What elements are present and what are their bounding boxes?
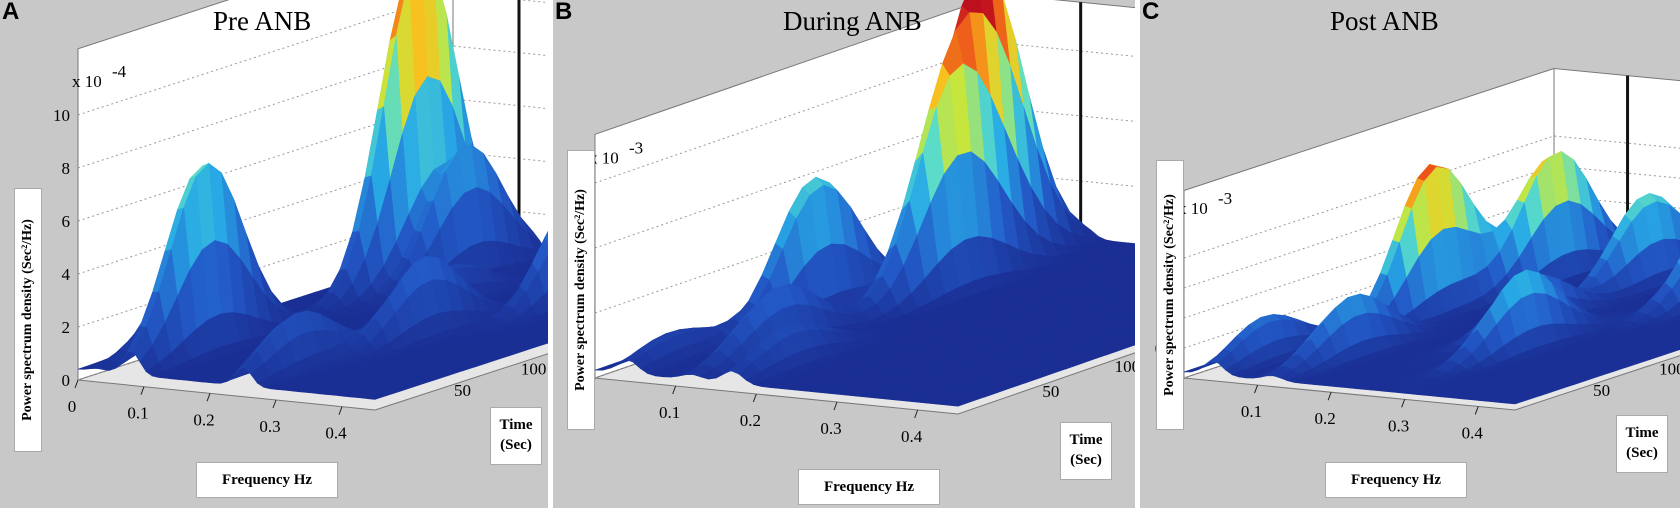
surface-plot-c: 00.10.20.30.400.511.5250100150200250x 10… (1155, 67, 1680, 442)
grid-line-z (77, 0, 548, 116)
surface-cell (950, 400, 972, 407)
x-tick-label: 0.1 (127, 404, 148, 423)
y-tick-label: 0 (62, 371, 71, 390)
x-tick-label: 0.2 (740, 411, 761, 430)
x-tick-label: 0.3 (259, 417, 280, 436)
x-tick-mark (1327, 392, 1332, 401)
surface-mesh (1183, 150, 1680, 405)
chart-panel-b: 00.10.20.30.405101550100150200250x 10-3 … (553, 0, 1135, 508)
chart-title-b: During ANB (783, 6, 922, 36)
x-tick-label: 0.4 (325, 424, 347, 443)
panel-label-a: A (2, 0, 20, 25)
chart-title-a: Pre ANB (213, 6, 312, 36)
chart-panel-a: 00.10.20.30.4024681050100150200250x 10-4… (0, 0, 548, 508)
z-multiplier-exponent: -4 (112, 62, 127, 81)
x-tick-mark (1254, 384, 1259, 394)
y-tick-label: 4 (62, 265, 71, 284)
surface-plot-b: 00.10.20.30.405101550100150200250x 10-3 (570, 0, 1135, 446)
z-multiplier-exponent: -3 (1218, 189, 1232, 208)
chart-panel-c: 00.10.20.30.400.511.5250100150200250x 10… (1140, 0, 1680, 508)
grid-line-z (77, 45, 548, 169)
x-tick-label: 0.1 (659, 403, 680, 422)
y-tick-label: 8 (62, 159, 71, 178)
t-tick-label: 100 (1115, 357, 1135, 376)
y-axis-label-a: Power spectrum density (Sec²/Hz) (14, 188, 42, 452)
z-multiplier-label: x 10 (1178, 199, 1208, 218)
x-axis-label-a: Frequency Hz (196, 462, 338, 498)
y-tick-label: 10 (53, 106, 70, 125)
time-axis-label-b: Time (Sec) (1060, 422, 1112, 480)
x-axis-label-b: Frequency Hz (798, 469, 940, 505)
surface-mesh (594, 0, 1135, 407)
time-axis-label-a: Time (Sec) (490, 407, 542, 465)
surface-plot-a: 00.10.20.30.4024681050100150200250x 10-4 (53, 0, 548, 443)
x-tick-mark (338, 406, 343, 415)
x-tick-label: 0 (68, 397, 77, 416)
z-multiplier-label: x 10 (72, 72, 102, 91)
t-tick-label: 100 (521, 359, 547, 378)
time-axis-label-c: Time (Sec) (1616, 415, 1668, 473)
surface-cell (544, 230, 548, 245)
x-tick-label: 0.3 (820, 419, 841, 438)
t-tick-label: 100 (1659, 359, 1680, 378)
surface-cell (1508, 398, 1528, 405)
surface-cell (368, 394, 388, 400)
t-tick-label: 50 (1593, 381, 1610, 400)
surface-cell (1677, 257, 1680, 267)
x-tick-mark (206, 393, 211, 402)
x-tick-mark (74, 379, 79, 389)
chart-title-c: Post ANB (1330, 6, 1439, 36)
x-axis-label-c: Frequency Hz (1325, 462, 1467, 498)
z-multiplier-label: x 10 (589, 149, 619, 168)
x-tick-label: 0.1 (1241, 402, 1262, 421)
y-axis-label-b: Power spectrum density (Sec²/Hz) (567, 150, 595, 430)
z-multiplier-exponent: -3 (629, 139, 643, 158)
x-tick-mark (752, 393, 757, 403)
x-tick-mark (1401, 399, 1406, 408)
y-axis-label-c: Power spectrum density (Sec²/Hz) (1156, 160, 1184, 430)
panel-label-b: B (555, 0, 573, 25)
x-tick-label: 0.4 (1462, 423, 1484, 442)
panel-label-c: C (1142, 0, 1160, 25)
x-tick-mark (272, 399, 277, 409)
surface-cell (544, 289, 548, 305)
t-tick-label: 50 (454, 381, 471, 400)
x-tick-label: 0.3 (1388, 416, 1409, 435)
x-tick-mark (914, 409, 919, 419)
surface-mesh (77, 0, 548, 400)
t-tick-label: 50 (1042, 382, 1059, 401)
x-tick-mark (833, 401, 838, 411)
y-tick-label: 6 (62, 212, 71, 231)
x-tick-mark (1474, 406, 1479, 415)
x-tick-mark (140, 386, 145, 395)
x-tick-label: 0.2 (193, 410, 214, 429)
x-tick-mark (672, 385, 677, 395)
x-tick-label: 0.4 (901, 427, 923, 446)
x-tick-label: 0.2 (1314, 409, 1335, 428)
y-tick-label: 2 (62, 318, 71, 337)
